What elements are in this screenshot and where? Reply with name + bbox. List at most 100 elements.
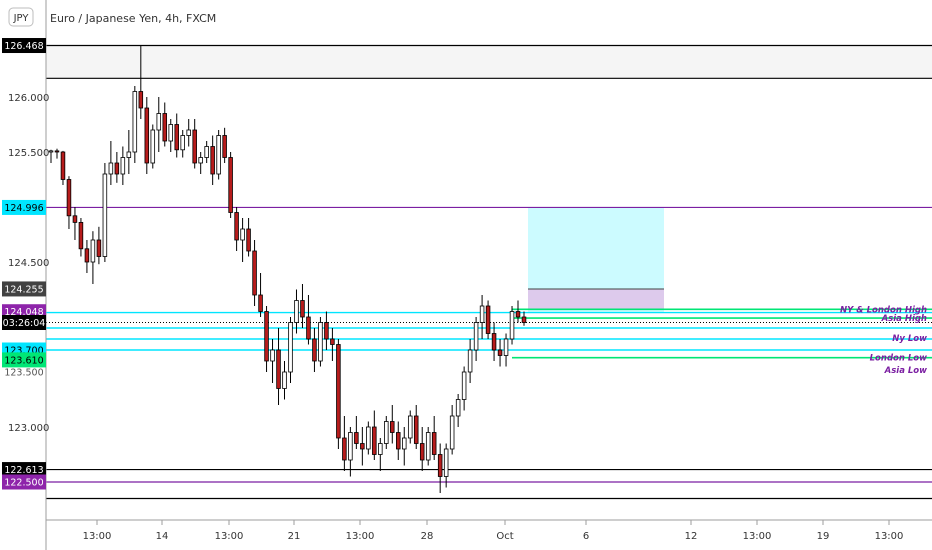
price-tag-label: 123.610 <box>4 355 43 366</box>
candle <box>72 207 78 240</box>
candle <box>186 119 191 147</box>
candle <box>366 421 371 455</box>
candle <box>126 130 132 174</box>
candle-body-down <box>84 248 90 263</box>
chart-title: Euro / Japanese Yen, 4h, FXCM <box>50 12 216 25</box>
candle-body-up <box>132 91 138 153</box>
candle-body-down <box>354 432 359 444</box>
candle-body-up <box>461 371 467 400</box>
candle-body-down <box>174 124 179 151</box>
candle-body-up <box>348 432 353 461</box>
candle-body-down <box>144 107 150 164</box>
price-tag: 126.468 <box>2 38 46 54</box>
candle-body-down <box>515 311 521 318</box>
candle <box>282 361 287 400</box>
candle <box>324 311 329 350</box>
price-tag: 124.255 <box>2 281 46 297</box>
candle-body-up <box>120 157 126 175</box>
candle-body-up <box>270 349 275 362</box>
candle-body-down <box>72 215 78 223</box>
candle-body-down <box>372 426 377 455</box>
candle <box>192 119 197 169</box>
candle-body-down <box>431 432 437 455</box>
candle-body-up <box>378 443 383 455</box>
candle-body-down <box>396 432 401 450</box>
candle-body-down <box>330 338 335 345</box>
x-tick-label: 19 <box>817 531 830 542</box>
x-tick-label: Oct <box>496 531 513 542</box>
price-tag-bg <box>2 352 46 368</box>
price-tag-bg <box>2 315 46 330</box>
candle <box>360 427 365 466</box>
price-tag-label: 123.500 <box>4 368 43 379</box>
candle <box>240 218 245 262</box>
candle-body-down <box>419 443 425 461</box>
candle <box>396 421 401 460</box>
candle-body-down <box>437 454 443 477</box>
candle <box>294 289 299 334</box>
candle <box>180 130 185 158</box>
candle-body-down <box>521 316 527 323</box>
candle <box>168 119 174 152</box>
header: JPY Euro / Japanese Yen, 4h, FXCM <box>8 7 216 27</box>
candle-body-up <box>108 162 114 175</box>
candle <box>60 150 66 185</box>
candle <box>455 394 461 427</box>
candle-body-down <box>210 146 215 175</box>
y-tick-label: 123.000 <box>8 423 49 434</box>
price-tag-label: 124.996 <box>4 203 43 214</box>
candle-body-up <box>90 239 96 263</box>
candle <box>384 416 389 449</box>
price-tag-label: 122.613 <box>4 465 43 476</box>
candle-body-up <box>288 322 293 373</box>
candle-body-down <box>246 228 251 252</box>
candle <box>413 405 419 449</box>
candle-body-down <box>276 349 281 389</box>
candle-body-up <box>204 146 209 158</box>
candle <box>78 218 84 257</box>
price-tag-bg <box>2 462 46 478</box>
candle-body-up <box>156 113 162 131</box>
candle <box>431 416 437 460</box>
candle <box>348 427 353 477</box>
candle <box>84 240 90 273</box>
price-tag-bg <box>2 199 46 215</box>
candle-body-up <box>294 300 299 323</box>
level-annotation: Asia Low <box>884 366 928 376</box>
candle <box>132 86 138 163</box>
candle-body-down <box>228 157 233 213</box>
candle <box>162 102 168 147</box>
symbol-badge-label: JPY <box>13 13 30 24</box>
candle-body-up <box>455 399 461 417</box>
candle <box>204 141 209 163</box>
candle <box>210 135 215 185</box>
candle <box>48 149 54 163</box>
x-tick-label: 13:00 <box>215 531 244 542</box>
price-tag: 03:26:04 <box>2 315 46 330</box>
symbol-badge[interactable] <box>8 7 34 27</box>
price-tag-label: 123.700 <box>4 346 43 357</box>
candle-body-up <box>186 129 191 136</box>
candle-body-down <box>360 443 365 450</box>
candle <box>252 240 257 306</box>
candle-body-down <box>258 294 263 312</box>
x-tick-label: 13:00 <box>743 531 772 542</box>
candle-body-down <box>78 221 84 250</box>
candle-body-up <box>473 322 479 351</box>
candle-body-down <box>413 415 419 444</box>
candle <box>138 45 144 119</box>
x-axis-ticks: 13:00 14 13:00 21 13:00 28 Oct 6 12 13:00 19 13:00 <box>83 520 903 542</box>
candle-body-up <box>102 173 108 257</box>
candle-body-down <box>252 250 257 296</box>
candle <box>437 443 443 493</box>
candle-body-up <box>407 415 413 439</box>
candle <box>491 322 497 361</box>
candle-body-down <box>138 91 144 109</box>
candle <box>318 317 323 367</box>
candle <box>288 317 293 383</box>
price-tag-label: 124.048 <box>4 307 43 318</box>
candle <box>449 405 455 455</box>
